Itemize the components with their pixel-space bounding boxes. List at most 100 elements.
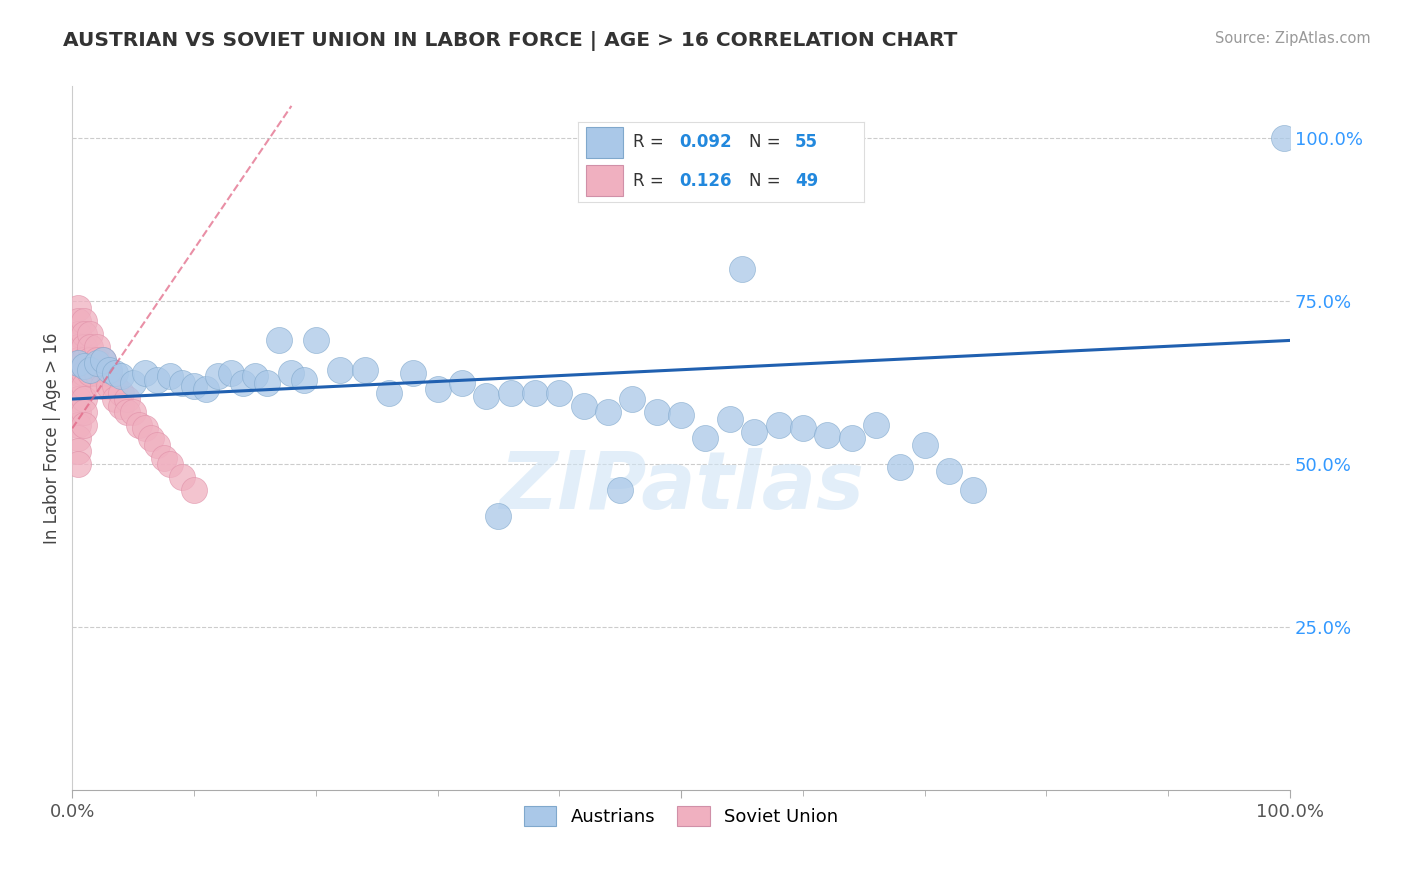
- Point: [183, 483, 205, 498]
- Point: [91, 366, 114, 380]
- Point: [792, 421, 814, 435]
- Point: [73, 359, 96, 374]
- Point: [91, 379, 114, 393]
- Point: [115, 405, 138, 419]
- Point: [488, 509, 510, 524]
- Point: [170, 470, 193, 484]
- Point: [67, 301, 90, 315]
- Point: [695, 431, 717, 445]
- Point: [122, 376, 145, 390]
- Point: [141, 431, 163, 445]
- Point: [115, 392, 138, 406]
- Point: [146, 372, 169, 386]
- Point: [67, 340, 90, 354]
- Point: [232, 376, 254, 390]
- Point: [426, 382, 449, 396]
- Point: [91, 353, 114, 368]
- Point: [329, 363, 352, 377]
- Point: [280, 366, 302, 380]
- Point: [86, 356, 108, 370]
- Point: [889, 460, 911, 475]
- Point: [305, 334, 328, 348]
- Point: [134, 366, 156, 380]
- Point: [110, 399, 132, 413]
- Point: [938, 464, 960, 478]
- Point: [134, 421, 156, 435]
- Point: [499, 385, 522, 400]
- Point: [731, 261, 754, 276]
- Point: [79, 326, 101, 341]
- Point: [86, 353, 108, 368]
- Point: [110, 385, 132, 400]
- Point: [73, 392, 96, 406]
- Point: [914, 437, 936, 451]
- Point: [67, 457, 90, 471]
- Point: [97, 366, 120, 380]
- Point: [104, 366, 127, 380]
- Point: [207, 369, 229, 384]
- Point: [183, 379, 205, 393]
- Point: [962, 483, 984, 498]
- Point: [73, 379, 96, 393]
- Point: [548, 385, 571, 400]
- Point: [104, 379, 127, 393]
- Point: [73, 366, 96, 380]
- Point: [841, 431, 863, 445]
- Point: [269, 334, 291, 348]
- Point: [152, 450, 174, 465]
- Point: [122, 405, 145, 419]
- Point: [451, 376, 474, 390]
- Point: [353, 363, 375, 377]
- Point: [104, 392, 127, 406]
- Point: [718, 411, 741, 425]
- Point: [1272, 131, 1295, 145]
- Point: [67, 405, 90, 419]
- Point: [170, 376, 193, 390]
- Point: [73, 405, 96, 419]
- Point: [91, 353, 114, 368]
- Point: [110, 369, 132, 384]
- Point: [73, 353, 96, 368]
- Point: [621, 392, 644, 406]
- Text: Source: ZipAtlas.com: Source: ZipAtlas.com: [1215, 31, 1371, 46]
- Point: [73, 326, 96, 341]
- Point: [128, 418, 150, 433]
- Point: [292, 372, 315, 386]
- Point: [195, 382, 218, 396]
- Point: [524, 385, 547, 400]
- Point: [67, 326, 90, 341]
- Point: [243, 369, 266, 384]
- Point: [159, 369, 181, 384]
- Point: [73, 340, 96, 354]
- Point: [79, 353, 101, 368]
- Point: [67, 418, 90, 433]
- Point: [219, 366, 242, 380]
- Point: [742, 425, 765, 439]
- Point: [865, 418, 887, 433]
- Point: [67, 392, 90, 406]
- Point: [256, 376, 278, 390]
- Point: [79, 366, 101, 380]
- Point: [79, 363, 101, 377]
- Point: [402, 366, 425, 380]
- Point: [67, 366, 90, 380]
- Point: [73, 314, 96, 328]
- Point: [67, 431, 90, 445]
- Point: [815, 428, 838, 442]
- Legend: Austrians, Soviet Union: Austrians, Soviet Union: [517, 798, 845, 834]
- Point: [572, 399, 595, 413]
- Point: [97, 363, 120, 377]
- Point: [768, 418, 790, 433]
- Point: [79, 340, 101, 354]
- Point: [67, 314, 90, 328]
- Point: [67, 444, 90, 458]
- Point: [67, 356, 90, 370]
- Point: [159, 457, 181, 471]
- Point: [609, 483, 631, 498]
- Point: [645, 405, 668, 419]
- Point: [97, 379, 120, 393]
- Point: [67, 353, 90, 368]
- Point: [67, 379, 90, 393]
- Point: [86, 366, 108, 380]
- Text: AUSTRIAN VS SOVIET UNION IN LABOR FORCE | AGE > 16 CORRELATION CHART: AUSTRIAN VS SOVIET UNION IN LABOR FORCE …: [63, 31, 957, 51]
